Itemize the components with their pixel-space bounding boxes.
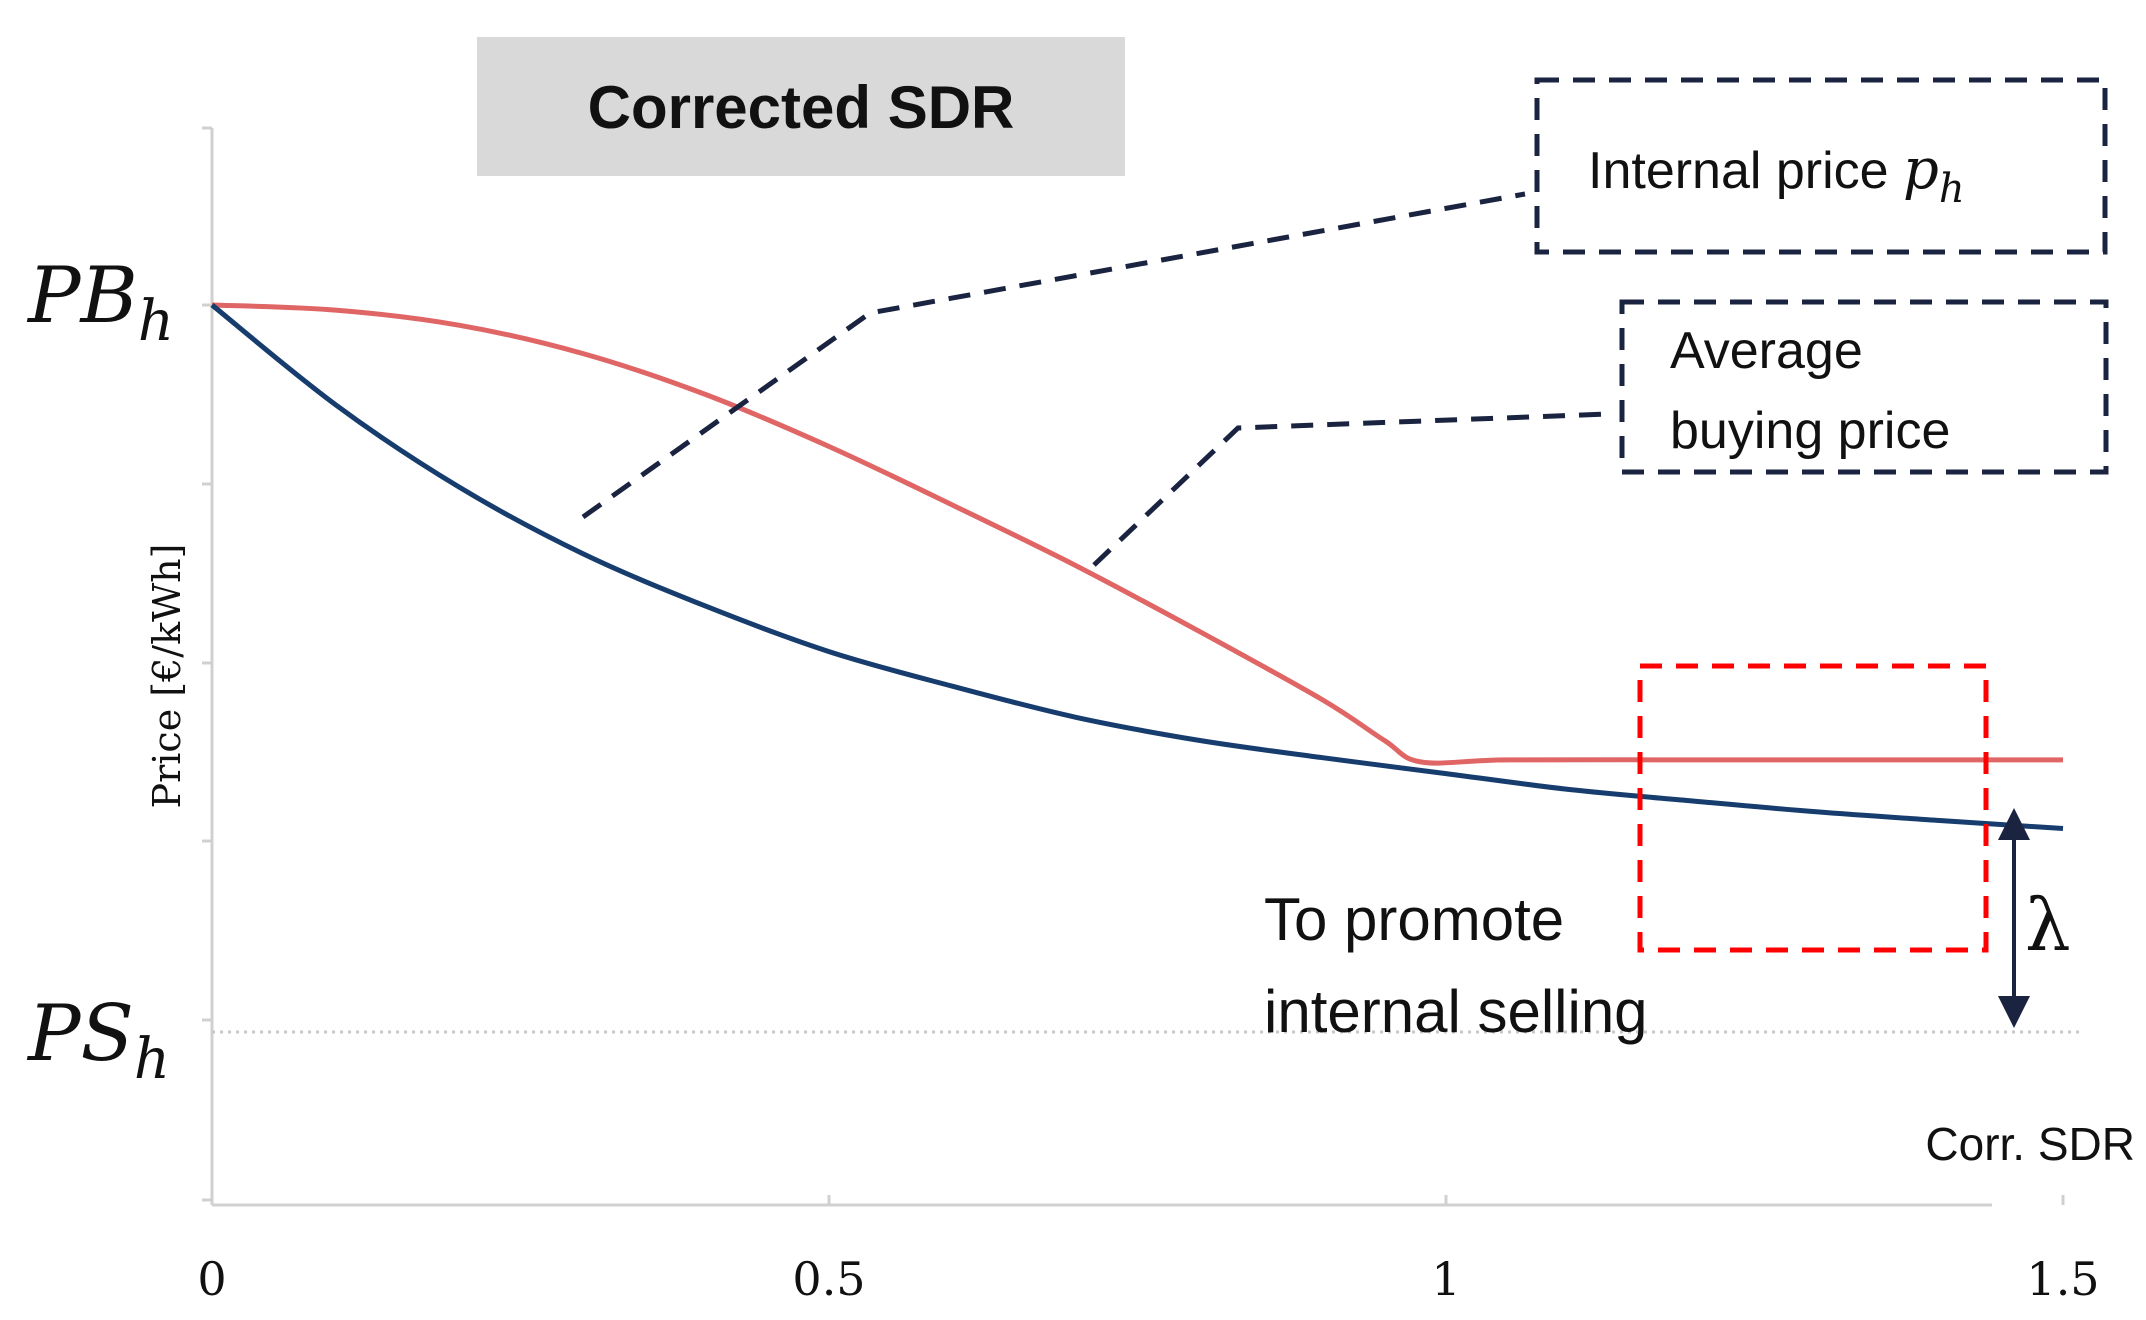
lambda-label: λ <box>2025 883 2071 967</box>
y-label-ps-sub: h <box>134 1027 170 1092</box>
internal-price-label: Internal price ph <box>1588 137 1965 212</box>
avg-buying-line1: Average <box>1670 322 1863 380</box>
lambda-arrow-head-down <box>1998 996 2030 1028</box>
axes: 0 0.5 1 1.5 <box>197 126 2100 1306</box>
internal-price-leader <box>581 191 1526 520</box>
lambda-arrow-head-up <box>1998 808 2030 840</box>
promote-line1: To promote <box>1264 886 1564 953</box>
y-label-ps-main: PS <box>26 989 134 1079</box>
y-label-ps: PSh <box>26 989 170 1092</box>
y-axis-label: Price [€/kWh] <box>145 544 189 809</box>
y-label-pb: PBh <box>26 251 174 354</box>
y-label-pb-main: PB <box>26 251 138 341</box>
internal-price-text: Internal price <box>1588 142 1903 200</box>
callouts <box>581 77 2109 1028</box>
chart-title: Corrected SDR <box>588 74 1015 141</box>
series-layer <box>210 302 2064 831</box>
title-box <box>477 37 1125 176</box>
internal-price-sub: h <box>1939 166 1965 212</box>
x-tick-label-0: 0 <box>197 1252 226 1306</box>
x-tick-label-1: 0.5 <box>792 1252 865 1306</box>
internal-price-symbol: p <box>1903 137 1939 202</box>
series-line-1 <box>210 303 2064 831</box>
x-tick-label-2: 1 <box>1431 1252 1460 1306</box>
y-label-pb-sub: h <box>138 289 174 354</box>
avg-buying-leader <box>1092 411 1609 567</box>
promote-line2: internal selling <box>1264 978 1648 1045</box>
promote-box <box>1637 663 1989 953</box>
internal-price-box <box>1534 77 2108 255</box>
avg-buying-line2: buying price <box>1670 402 1950 460</box>
x-axis-label: Corr. SDR <box>1925 1118 2135 1170</box>
x-tick-label-3: 1.5 <box>2026 1252 2099 1306</box>
series-line-0 <box>211 302 2063 766</box>
